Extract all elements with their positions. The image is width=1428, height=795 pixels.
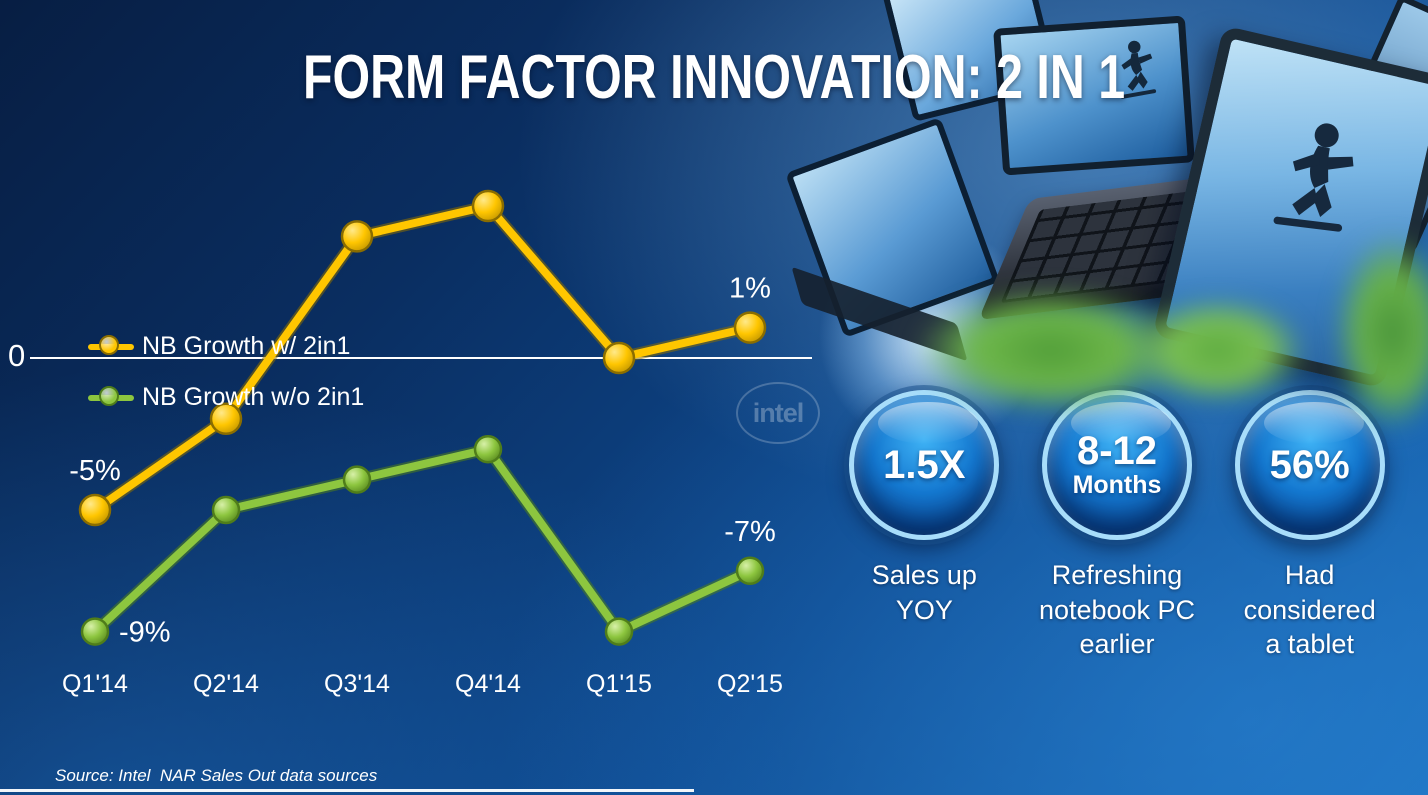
yellow-series-marker-icon [88, 334, 134, 360]
data-point [340, 220, 374, 253]
data-point [209, 402, 243, 436]
stat-badge-value: 1.5X [883, 443, 966, 487]
data-point [78, 493, 112, 527]
stat-badge-sales: 1.5X Sales up YOY [828, 390, 1021, 662]
legend-item-with-2in1: NB Growth w/ 2in1 [88, 332, 364, 361]
stat-badge-value: 56% [1269, 443, 1350, 487]
stat-badge-circle: 1.5X [849, 390, 1000, 540]
series-line [91, 202, 754, 514]
legend-dot [99, 334, 119, 355]
laptop-screen-center [993, 15, 1195, 176]
point-label: -9% [119, 617, 171, 649]
stat-badge-tablet: 56% Had considered a tablet [1213, 390, 1406, 662]
stat-badges: 1.5X Sales up YOY 8-12 Months Refreshing… [828, 390, 1406, 662]
data-point [211, 495, 241, 525]
legend-item-without-2in1: NB Growth w/o 2in1 [88, 383, 364, 412]
bottom-divider [0, 789, 694, 792]
data-point [342, 465, 372, 494]
data-point [733, 311, 767, 344]
x-tick-label: Q2'14 [193, 670, 259, 698]
point-label: -7% [724, 516, 776, 548]
title-container: FORM FACTOR INNOVATION: 2 IN 1 [0, 42, 1428, 113]
tablet-right [1152, 25, 1428, 389]
chart-panel: NB Growth w/ 2in1 NB Growth w/o 2in1 [30, 150, 812, 735]
stat-badge-caption: Refreshing notebook PC earlier [1038, 560, 1196, 660]
x-tick-label: Q2'15 [717, 670, 783, 698]
stat-badge-caption: Sales up YOY [871, 560, 977, 625]
x-tick-label: Q4'14 [455, 670, 521, 698]
intel-watermark: intel [736, 382, 820, 444]
green-series-marker-icon [88, 385, 134, 411]
legend-dot [99, 385, 119, 406]
legend-label: NB Growth w/o 2in1 [142, 383, 365, 411]
point-label: -5% [69, 455, 121, 487]
slide-title: FORM FACTOR INNOVATION: 2 IN 1 [302, 43, 1126, 112]
tree-blur [1130, 298, 1305, 403]
intel-watermark-text: intel [752, 397, 805, 428]
stat-badge-refresh: 8-12 Months Refreshing notebook PC earli… [1021, 390, 1214, 662]
stat-badge-value: 8-12 [1076, 429, 1158, 474]
source-note: Source: Intel NAR Sales Out data sources [55, 766, 378, 785]
data-point [602, 341, 636, 375]
stat-badge-subvalue: Months [1072, 471, 1162, 500]
stat-badge-circle: 56% [1234, 390, 1385, 540]
x-tick-label: Q3'14 [324, 670, 390, 698]
line-chart: -5% 1% -9% -7% Q1'14 Q2'14 Q3'14 Q4'14 Q1'15 Q2'1… [30, 189, 812, 698]
tree-blur [1335, 235, 1428, 430]
data-point [80, 617, 110, 646]
series-line [91, 445, 754, 636]
data-point [735, 556, 765, 586]
chart-legend: NB Growth w/ 2in1 NB Growth w/o 2in1 [88, 332, 364, 412]
point-label: 1% [729, 273, 771, 305]
x-tick-label: Q1'14 [62, 670, 128, 698]
skateboarder-silhouette-icon [1273, 123, 1354, 232]
data-point [473, 434, 503, 464]
skateboarder-silhouette-icon [1120, 40, 1157, 99]
data-point [471, 189, 505, 223]
axis-zero-label: 0 [8, 338, 26, 373]
legend-label: NB Growth w/ 2in1 [142, 332, 351, 360]
x-tick-label: Q1'15 [586, 670, 652, 698]
device-collage [785, 0, 1428, 450]
stat-badge-caption: Had considered a tablet [1243, 560, 1376, 660]
data-point [604, 617, 634, 646]
